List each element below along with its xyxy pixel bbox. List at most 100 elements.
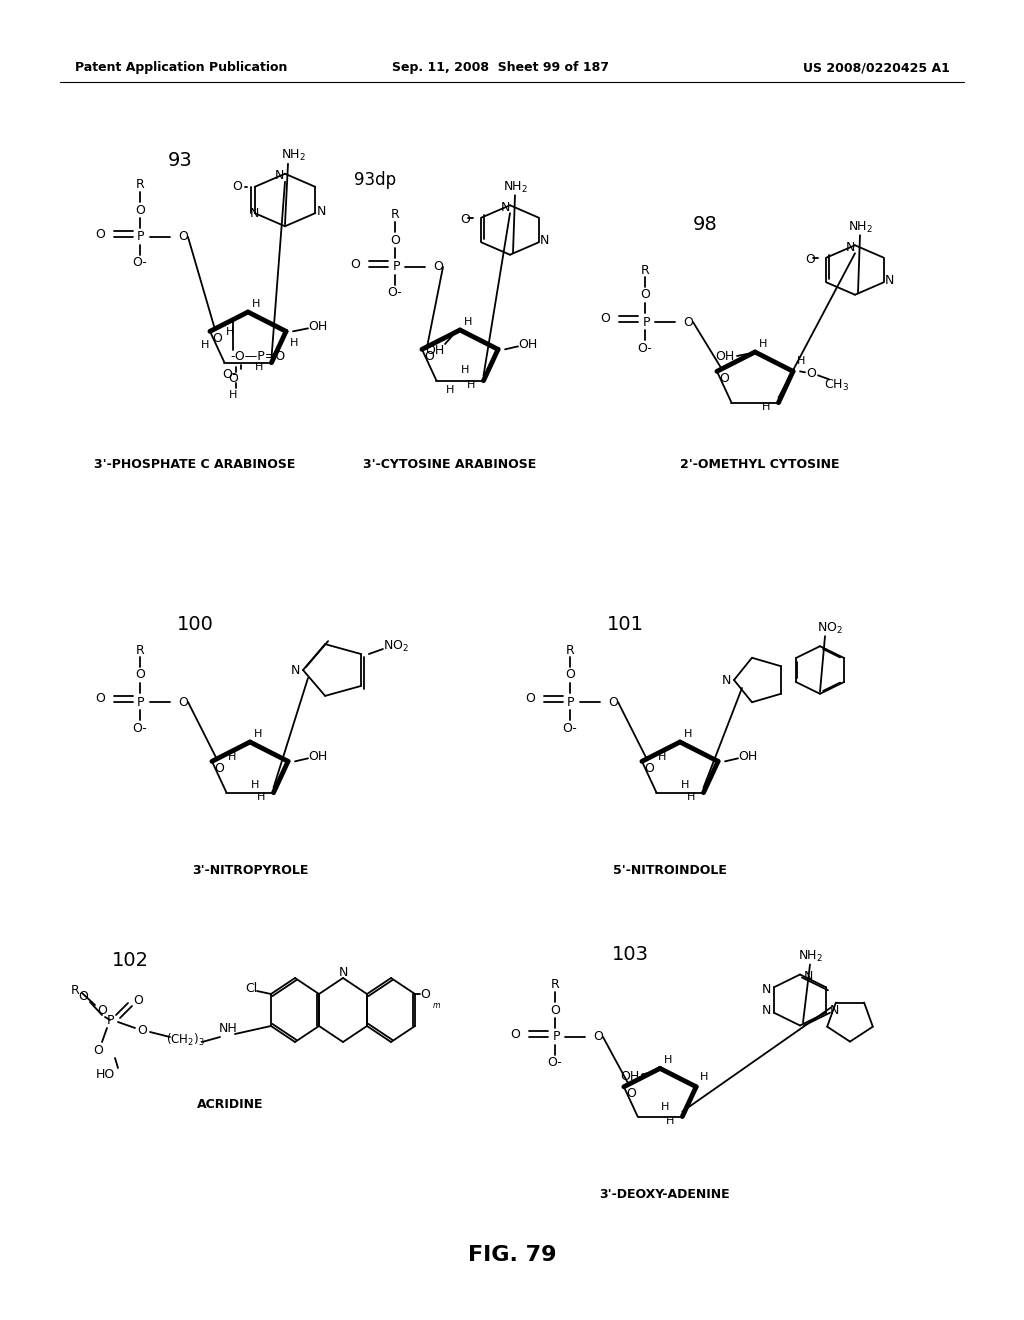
Text: O: O xyxy=(93,1044,103,1056)
Text: O: O xyxy=(461,213,470,226)
Text: N: N xyxy=(250,207,259,219)
Text: P: P xyxy=(137,696,144,709)
Text: 93: 93 xyxy=(168,150,193,169)
Text: NH$_2$: NH$_2$ xyxy=(848,219,872,235)
Text: O-: O- xyxy=(548,1056,562,1069)
Text: O: O xyxy=(97,1003,106,1016)
Text: O: O xyxy=(550,1003,560,1016)
Text: O: O xyxy=(719,372,729,385)
Text: Sep. 11, 2008  Sheet 99 of 187: Sep. 11, 2008 Sheet 99 of 187 xyxy=(391,62,608,74)
Text: R: R xyxy=(135,178,144,191)
Text: 101: 101 xyxy=(606,615,643,635)
Text: P: P xyxy=(392,260,399,273)
Text: O: O xyxy=(390,234,400,247)
Text: H: H xyxy=(226,327,234,337)
Text: N: N xyxy=(274,169,284,182)
Text: O: O xyxy=(78,990,88,1003)
Text: NH: NH xyxy=(219,1023,238,1035)
Text: NH$_2$: NH$_2$ xyxy=(503,180,527,195)
Text: NH$_2$: NH$_2$ xyxy=(798,949,822,964)
Text: H: H xyxy=(252,300,260,309)
Text: 103: 103 xyxy=(611,945,648,965)
Text: O-: O- xyxy=(562,722,578,734)
Text: NO$_2$: NO$_2$ xyxy=(383,639,409,653)
Text: P: P xyxy=(642,315,650,329)
Text: N: N xyxy=(338,965,348,978)
Text: N: N xyxy=(761,1005,771,1018)
Text: H: H xyxy=(657,752,667,762)
Text: H: H xyxy=(664,1056,672,1065)
Text: H: H xyxy=(257,792,265,801)
Text: H: H xyxy=(762,401,771,412)
Text: N: N xyxy=(721,673,731,686)
Text: H: H xyxy=(667,1115,675,1126)
Text: O: O xyxy=(137,1023,146,1036)
Text: 98: 98 xyxy=(692,215,718,235)
Text: O: O xyxy=(525,693,535,705)
Text: 3'-NITROPYROLE: 3'-NITROPYROLE xyxy=(191,863,308,876)
Text: R: R xyxy=(641,264,649,276)
Text: NO$_2$: NO$_2$ xyxy=(817,620,843,636)
Text: P: P xyxy=(552,1031,560,1044)
Text: H: H xyxy=(700,1072,709,1082)
Text: H: H xyxy=(797,356,805,367)
Text: N: N xyxy=(501,201,510,214)
Text: O: O xyxy=(510,1027,520,1040)
Text: 5'-NITROINDOLE: 5'-NITROINDOLE xyxy=(613,863,727,876)
Text: H: H xyxy=(290,338,298,348)
Text: H: H xyxy=(759,339,767,348)
Text: O: O xyxy=(178,696,187,709)
Text: ACRIDINE: ACRIDINE xyxy=(197,1098,263,1111)
Text: H: H xyxy=(254,729,262,739)
Text: O: O xyxy=(212,333,222,346)
Text: 3'-DEOXY-ADENINE: 3'-DEOXY-ADENINE xyxy=(600,1188,730,1201)
Text: O-: O- xyxy=(638,342,652,355)
Text: O: O xyxy=(433,260,442,273)
Text: H: H xyxy=(464,317,472,327)
Text: R: R xyxy=(71,983,80,997)
Text: N: N xyxy=(803,970,813,983)
Text: R: R xyxy=(390,209,399,222)
Text: P: P xyxy=(106,1014,114,1027)
Text: O: O xyxy=(95,693,105,705)
Text: -O—P=O: -O—P=O xyxy=(230,351,286,363)
Text: H: H xyxy=(228,389,238,400)
Text: O: O xyxy=(420,987,430,1001)
Text: US 2008/0220425 A1: US 2008/0220425 A1 xyxy=(803,62,950,74)
Text: OH: OH xyxy=(425,343,444,356)
Text: H: H xyxy=(681,780,689,789)
Text: O: O xyxy=(231,181,242,193)
Text: O: O xyxy=(178,231,187,243)
Text: HO: HO xyxy=(95,1068,115,1081)
Text: O: O xyxy=(350,257,360,271)
Text: O: O xyxy=(214,763,224,776)
Text: N: N xyxy=(316,205,326,218)
Text: O-: O- xyxy=(388,286,402,300)
Text: N: N xyxy=(846,240,855,253)
Text: H: H xyxy=(467,380,476,389)
Text: H: H xyxy=(687,792,695,801)
Text: FIG. 79: FIG. 79 xyxy=(468,1245,556,1265)
Text: (CH$_2$)$_3$: (CH$_2$)$_3$ xyxy=(166,1032,204,1048)
Text: O-: O- xyxy=(222,367,238,380)
Text: O: O xyxy=(593,1031,603,1044)
Text: 3'-CYTOSINE ARABINOSE: 3'-CYTOSINE ARABINOSE xyxy=(364,458,537,471)
Text: N: N xyxy=(885,273,894,286)
Text: R: R xyxy=(565,644,574,656)
Text: OH: OH xyxy=(716,351,734,363)
Text: O: O xyxy=(608,696,617,709)
Text: H: H xyxy=(251,780,259,789)
Text: O: O xyxy=(424,351,434,363)
Text: R: R xyxy=(135,644,144,656)
Text: OH: OH xyxy=(621,1071,640,1082)
Text: Cl: Cl xyxy=(245,982,257,995)
Text: Patent Application Publication: Patent Application Publication xyxy=(75,62,288,74)
Text: CH$_3$: CH$_3$ xyxy=(824,378,850,393)
Text: O: O xyxy=(135,203,145,216)
Text: P: P xyxy=(567,696,574,709)
Text: O: O xyxy=(135,668,145,681)
Text: O: O xyxy=(228,371,238,384)
Text: N: N xyxy=(540,234,549,247)
Text: H: H xyxy=(660,1102,670,1111)
Text: P: P xyxy=(137,231,144,243)
